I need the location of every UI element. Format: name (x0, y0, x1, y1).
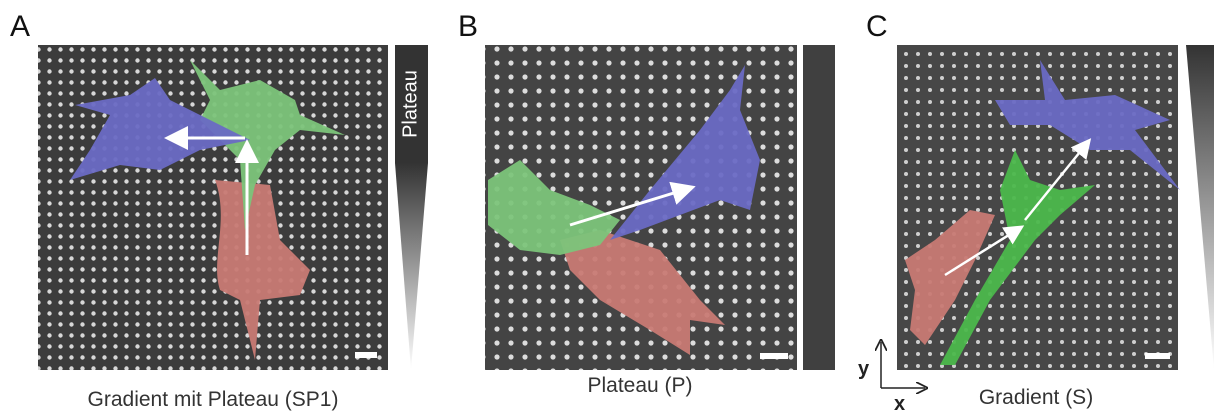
caption: Gradient (S) (979, 386, 1093, 409)
scale-bar (760, 353, 788, 359)
caption: Gradient mit Plateau (SP1) (88, 388, 339, 411)
caption: Plateau (P) (587, 374, 692, 397)
scale-bar (355, 352, 377, 358)
panel-letter: B (458, 10, 478, 43)
panel-letter: A (10, 10, 30, 43)
panel-letter: C (866, 10, 888, 43)
scale-bar (1145, 353, 1170, 359)
axis-label: x (894, 393, 905, 414)
axis-label: y (858, 358, 870, 380)
bar-label: Plateau (399, 70, 421, 138)
plateau-bar (803, 45, 835, 370)
gradient-wedge (395, 163, 428, 370)
figure: A Plateau Gradient mit Plateau (SP1) B P… (0, 0, 1216, 414)
page: A Plateau Gradient mit Plateau (SP1) B P… (0, 0, 1216, 414)
gradient-wedge (1186, 45, 1214, 370)
